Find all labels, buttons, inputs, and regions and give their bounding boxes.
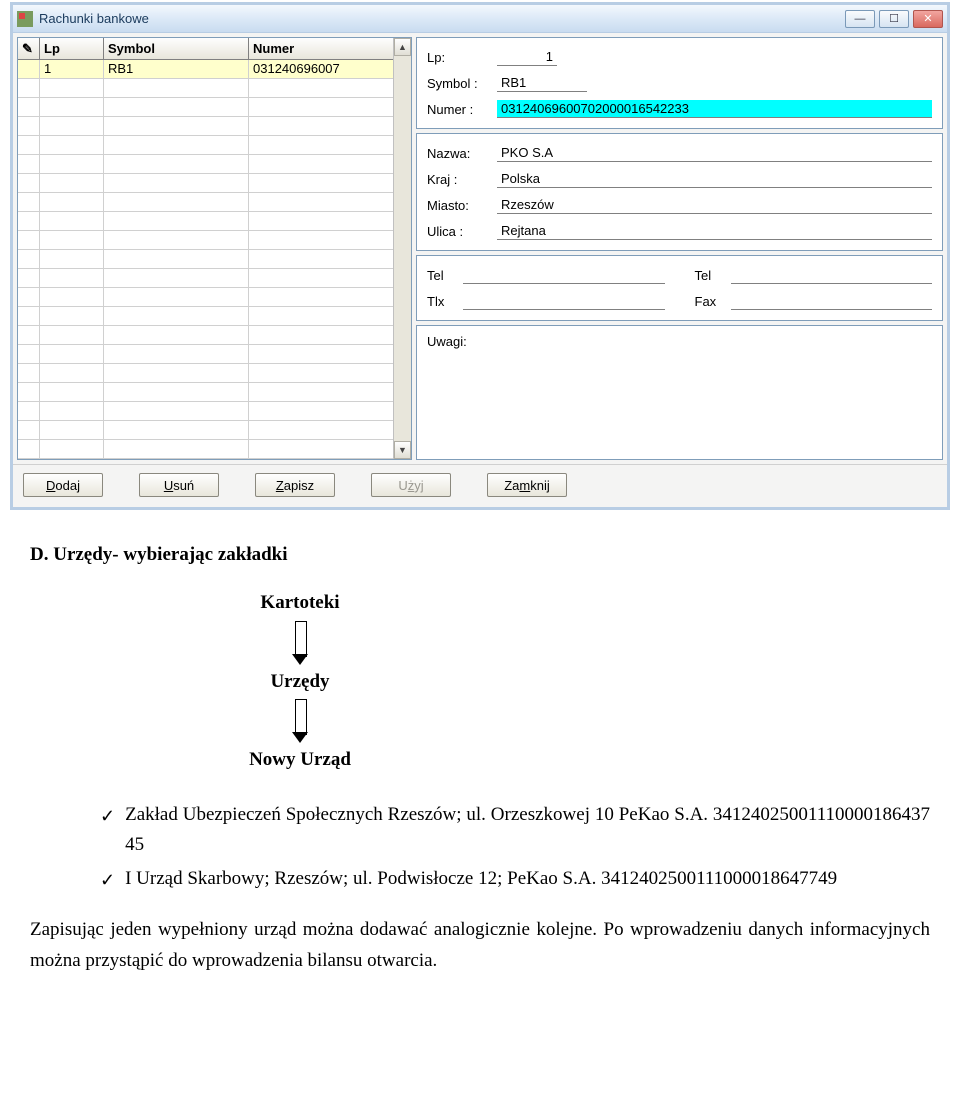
scrollbar[interactable]: ▲ ▼ [393,38,411,459]
bank-panel: Nazwa: PKO S.A Kraj : Polska Miasto: Rze… [416,133,943,251]
table-row[interactable]: 1RB1031240696007 [18,60,393,79]
fax-field[interactable] [731,293,933,310]
table-row[interactable] [18,155,393,174]
table-row[interactable] [18,440,393,459]
accounts-table-panel: ✎ Lp Symbol Numer 1RB1031240696007 ▲ ▼ [17,37,412,460]
arrow-down-icon [292,621,308,665]
cell-edit [18,60,40,78]
table-row[interactable] [18,136,393,155]
lp-field[interactable]: 1 [497,48,557,66]
bullet-text-1: Zakład Ubezpieczeń Społecznych Rzeszów; … [125,800,930,861]
table-row[interactable] [18,326,393,345]
button-bar: Dodaj Usuń Zapisz Użyj Zamknij [13,464,947,507]
maximize-button[interactable]: ☐ [879,10,909,28]
flow-step-1: Kartoteki [260,588,339,618]
table-row[interactable] [18,364,393,383]
table-row[interactable] [18,402,393,421]
tlx-label: Tlx [427,294,463,309]
bullet-list: ✓ Zakład Ubezpieczeń Społecznych Rzeszów… [100,800,930,896]
scroll-up-button[interactable]: ▲ [394,38,411,56]
miasto-field[interactable]: Rzeszów [497,196,932,214]
contact-panel: Tel Tlx Tel F [416,255,943,321]
zamknij-button[interactable]: Zamknij [487,473,567,497]
nazwa-label: Nazwa: [427,146,497,161]
bullet-item: ✓ I Urząd Skarbowy; Rzeszów; ul. Podwisł… [100,864,930,895]
cell-numer: 031240696007 [249,60,393,78]
col-symbol[interactable]: Symbol [104,38,249,59]
table-row[interactable] [18,269,393,288]
kraj-field[interactable]: Polska [497,170,932,188]
window-title: Rachunki bankowe [39,11,845,26]
close-button[interactable]: ✕ [913,10,943,28]
symbol-label: Symbol : [427,76,497,91]
flow-diagram: Kartoteki Urzędy Nowy Urząd [210,588,390,775]
table-row[interactable] [18,421,393,440]
window-frame: Rachunki bankowe — ☐ ✕ ✎ Lp Symbol Numer… [10,2,950,510]
table-row[interactable] [18,383,393,402]
numer-label: Numer : [427,102,497,117]
table-row[interactable] [18,307,393,326]
titlebar[interactable]: Rachunki bankowe — ☐ ✕ [13,5,947,33]
scroll-track[interactable] [394,56,411,441]
doc-paragraph: Zapisując jeden wypełniony urząd można d… [30,915,930,976]
arrow-down-icon [292,699,308,743]
lp-label: Lp: [427,50,497,65]
uzyj-button[interactable]: Użyj [371,473,451,497]
minimize-button[interactable]: — [845,10,875,28]
table-row[interactable] [18,212,393,231]
cell-lp: 1 [40,60,104,78]
dodaj-button[interactable]: Dodaj [23,473,103,497]
content-area: ✎ Lp Symbol Numer 1RB1031240696007 ▲ ▼ L… [13,33,947,464]
col-numer[interactable]: Numer [249,38,393,59]
col-lp[interactable]: Lp [40,38,104,59]
details-pane: Lp: 1 Symbol : RB1 Numer : 0312406960070… [416,37,943,460]
table-body: 1RB1031240696007 [18,60,393,459]
bullet-item: ✓ Zakład Ubezpieczeń Społecznych Rzeszów… [100,800,930,861]
col-edit[interactable]: ✎ [18,38,40,59]
tel2-field[interactable] [731,267,933,284]
kraj-label: Kraj : [427,172,497,187]
tel1-field[interactable] [463,267,665,284]
app-icon [17,11,33,27]
usun-button[interactable]: Usuń [139,473,219,497]
numer-field[interactable]: 03124069600702000016542233 [497,100,932,118]
table-header: ✎ Lp Symbol Numer [18,38,393,60]
fax-label: Fax [695,294,731,309]
tel1-label: Tel [427,268,463,283]
table-row[interactable] [18,193,393,212]
table-row[interactable] [18,250,393,269]
cell-symbol: RB1 [104,60,249,78]
flow-step-3: Nowy Urząd [249,745,351,775]
tlx-field[interactable] [463,293,665,310]
tel2-label: Tel [695,268,731,283]
id-panel: Lp: 1 Symbol : RB1 Numer : 0312406960070… [416,37,943,129]
uwagi-label: Uwagi: [427,332,932,353]
flow-step-2: Urzędy [270,667,329,697]
nazwa-field[interactable]: PKO S.A [497,144,932,162]
ulica-label: Ulica : [427,224,497,239]
check-icon: ✓ [100,802,115,831]
table-row[interactable] [18,98,393,117]
table-row[interactable] [18,79,393,98]
doc-heading: D. Urzędy- wybierając zakładki [30,540,930,570]
document-text: D. Urzędy- wybierając zakładki Kartoteki… [30,540,930,976]
table-row[interactable] [18,231,393,250]
remarks-panel: Uwagi: [416,325,943,460]
bullet-text-2: I Urząd Skarbowy; Rzeszów; ul. Podwisłoc… [125,864,930,894]
zapisz-button[interactable]: Zapisz [255,473,335,497]
ulica-field[interactable]: Rejtana [497,222,932,240]
table-row[interactable] [18,174,393,193]
table-row[interactable] [18,288,393,307]
table-row[interactable] [18,117,393,136]
table-row[interactable] [18,345,393,364]
symbol-field[interactable]: RB1 [497,74,587,92]
miasto-label: Miasto: [427,198,497,213]
check-icon: ✓ [100,866,115,895]
scroll-down-button[interactable]: ▼ [394,441,411,459]
